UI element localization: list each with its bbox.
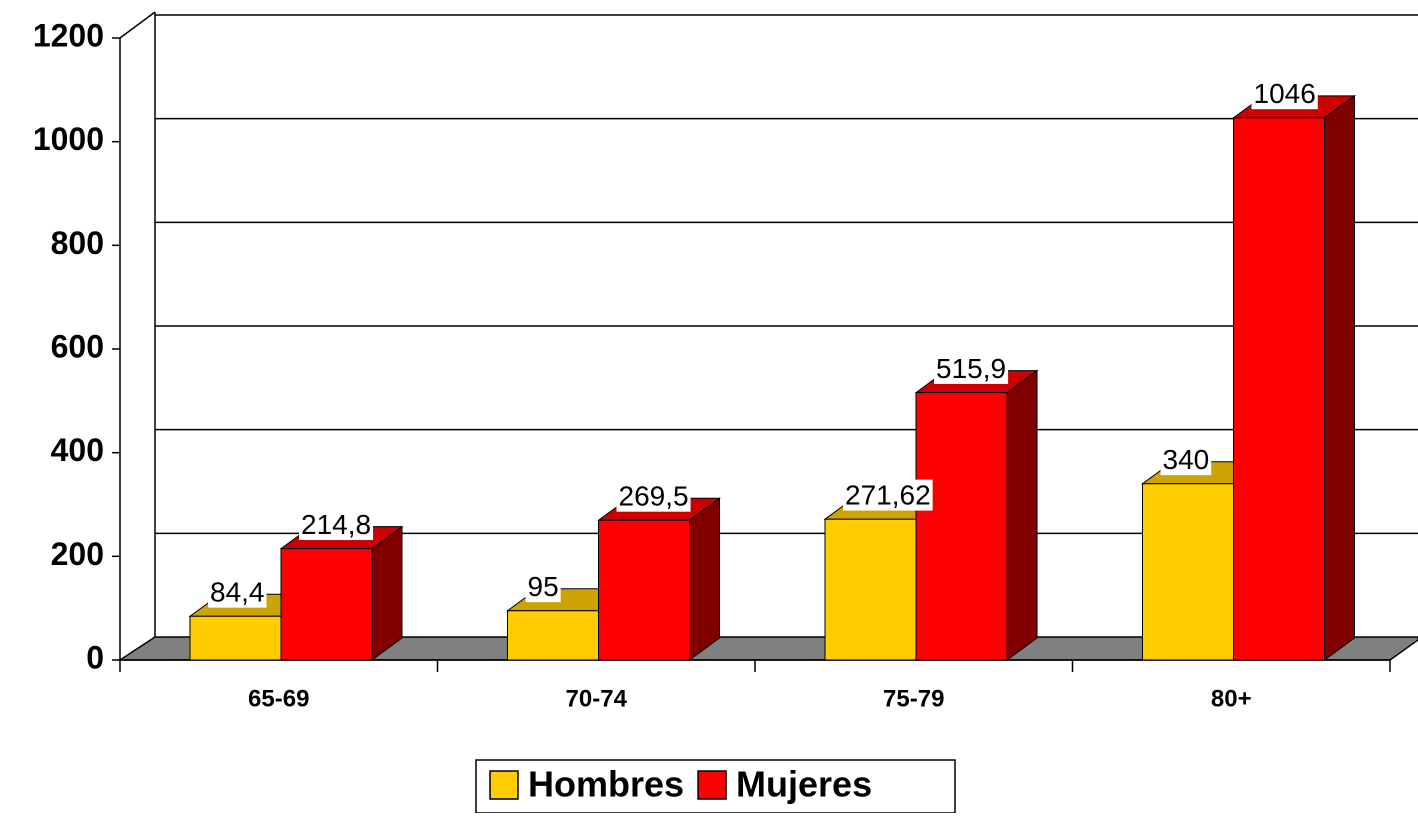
x-tick-label: 65-69 — [248, 685, 309, 712]
value-label: 269,5 — [619, 481, 689, 512]
value-label: 515,9 — [936, 353, 1006, 384]
y-tick-label: 200 — [51, 536, 104, 572]
bar — [189, 615, 282, 661]
value-label-bg — [208, 576, 267, 608]
value-label: 340 — [1163, 444, 1210, 475]
bar-side — [371, 525, 403, 661]
bar — [824, 518, 917, 661]
y-tick-label: 800 — [51, 225, 104, 261]
legend-swatch — [489, 770, 519, 800]
bar — [1142, 483, 1234, 661]
bar — [598, 519, 690, 661]
bar — [280, 548, 373, 661]
y-tick-label: 0 — [86, 639, 104, 675]
y-tick-label: 400 — [51, 432, 104, 468]
x-tick-label: 70-74 — [566, 685, 628, 712]
x-tick-label: 75-79 — [883, 685, 944, 712]
bar-side — [1006, 369, 1038, 661]
value-label-bg — [525, 571, 561, 603]
value-label: 271,62 — [845, 480, 931, 511]
y-tick-label: 1200 — [33, 17, 104, 53]
legend-label: Mujeres — [736, 764, 872, 805]
value-label-bg — [1160, 444, 1212, 476]
value-label-bg — [616, 480, 691, 512]
bar — [915, 392, 1008, 661]
value-label-bg — [1251, 78, 1318, 110]
side-wall-edge — [119, 11, 156, 39]
bar — [1233, 117, 1325, 661]
legend-label: Hombres — [528, 764, 684, 805]
value-label-bg — [934, 352, 1009, 384]
x-tick-label: 80+ — [1211, 685, 1252, 712]
y-tick-label: 1000 — [33, 121, 104, 157]
value-label: 95 — [528, 571, 559, 602]
value-label: 1046 — [1254, 78, 1316, 109]
legend-swatch — [697, 770, 727, 800]
bar-side — [689, 497, 720, 661]
value-label-bg — [299, 509, 374, 541]
value-label-bg — [843, 479, 933, 511]
bar — [507, 610, 599, 661]
bar-side — [1324, 94, 1355, 661]
value-label: 84,4 — [210, 577, 265, 608]
y-tick-label: 600 — [51, 328, 104, 364]
value-label: 214,8 — [301, 509, 371, 540]
